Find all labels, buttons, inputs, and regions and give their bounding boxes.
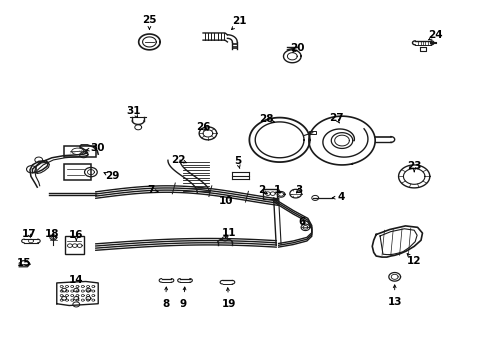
Bar xyxy=(65,236,83,253)
Text: 8: 8 xyxy=(162,299,169,309)
Text: 28: 28 xyxy=(259,114,273,124)
Text: 29: 29 xyxy=(104,171,119,181)
Text: 25: 25 xyxy=(142,15,156,25)
Text: 27: 27 xyxy=(328,113,343,123)
Text: 4: 4 xyxy=(337,192,344,202)
Text: 2: 2 xyxy=(257,185,264,195)
Text: 5: 5 xyxy=(234,156,241,166)
Text: 7: 7 xyxy=(147,185,154,195)
Text: 31: 31 xyxy=(126,106,140,116)
Text: 10: 10 xyxy=(218,196,233,206)
Bar xyxy=(308,131,316,134)
Text: 6: 6 xyxy=(298,217,305,227)
Text: 21: 21 xyxy=(232,17,246,27)
Bar xyxy=(263,189,276,199)
Text: 12: 12 xyxy=(406,256,421,266)
Text: 22: 22 xyxy=(171,155,185,165)
Text: 30: 30 xyxy=(90,143,104,153)
Text: 11: 11 xyxy=(221,228,236,238)
Text: 19: 19 xyxy=(221,299,236,309)
Text: 18: 18 xyxy=(44,229,59,239)
Text: 1: 1 xyxy=(273,185,281,195)
Bar xyxy=(64,146,96,157)
Text: 16: 16 xyxy=(69,230,83,239)
Text: 17: 17 xyxy=(21,229,36,239)
Bar xyxy=(64,164,91,180)
Text: 20: 20 xyxy=(289,44,304,53)
Text: 23: 23 xyxy=(406,161,421,171)
Text: 13: 13 xyxy=(386,297,401,307)
Text: 26: 26 xyxy=(195,122,210,132)
Text: 9: 9 xyxy=(180,299,187,309)
Text: 14: 14 xyxy=(69,275,83,285)
Text: 15: 15 xyxy=(17,258,31,268)
Text: 24: 24 xyxy=(427,30,442,40)
Text: 3: 3 xyxy=(295,185,302,195)
